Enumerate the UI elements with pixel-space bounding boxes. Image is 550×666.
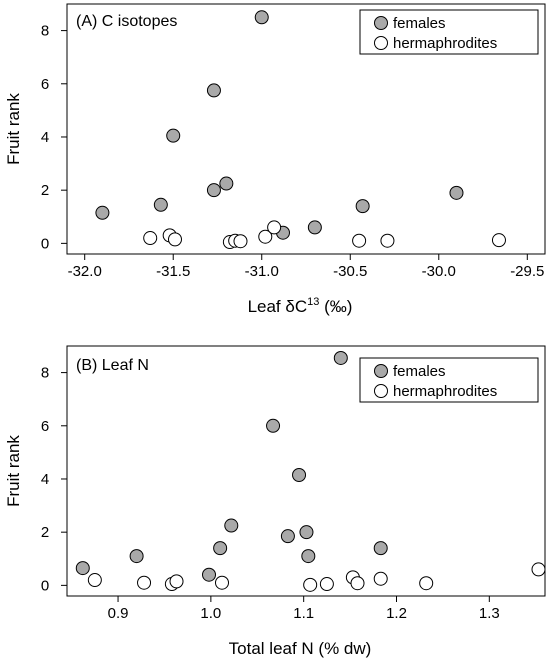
- x-tick-label: -32.0: [68, 263, 102, 280]
- data-point-females: [307, 220, 322, 235]
- data-point-hermaphrodites: [380, 233, 395, 248]
- x-ticks: -32.0 -31.5 -31.0 -30.5 -30.0 -29.5: [68, 254, 544, 280]
- legend: females hermaphrodites: [359, 357, 539, 403]
- data-point-females: [301, 549, 316, 564]
- data-point-females: [153, 197, 168, 212]
- y-axis-label: Fruit rank: [4, 435, 23, 507]
- data-point-hermaphrodites: [531, 562, 546, 577]
- data-point-females: [292, 467, 307, 482]
- data-point-females: [449, 185, 464, 200]
- legend: females hermaphrodites: [359, 9, 539, 55]
- x-axis-label: Leaf δC13 (‰): [248, 296, 353, 316]
- data-point-females: [75, 561, 90, 576]
- legend-label-females: females: [393, 363, 446, 380]
- data-point-hermaphrodites: [215, 575, 230, 590]
- data-point-females: [202, 567, 217, 582]
- y-ticks: 0 2 4 6 8: [41, 23, 67, 252]
- legend-label-hermaphrodites: hermaphrodites: [393, 35, 497, 52]
- x-tick-label: -31.5: [156, 263, 190, 280]
- panel-label: (B) Leaf N: [76, 357, 149, 374]
- data-point-females: [213, 541, 228, 556]
- data-point-females: [224, 518, 239, 533]
- panel-a-chart: (A) C isotopes -32.0 -31.5 -31.0 -30.5 -30.0…: [4, 3, 546, 316]
- data-point-hermaphrodites: [87, 573, 102, 588]
- plot-frame: [66, 3, 546, 255]
- y-tick-label: 6: [41, 418, 49, 435]
- data-point-hermaphrodites: [373, 571, 388, 586]
- legend-marker-hermaphrodites: [374, 36, 388, 50]
- data-point-females: [206, 83, 221, 98]
- data-point-females: [129, 549, 144, 564]
- data-point-females: [299, 525, 314, 540]
- y-tick-label: 8: [41, 23, 49, 40]
- data-point-females: [166, 128, 181, 143]
- legend-marker-hermaphrodites: [374, 384, 388, 398]
- x-tick-label: 1.1: [293, 605, 314, 622]
- data-point-hermaphrodites: [350, 576, 365, 591]
- y-tick-label: 2: [41, 182, 49, 199]
- points-layer: [95, 10, 506, 250]
- data-point-hermaphrodites: [419, 576, 434, 591]
- data-point-hermaphrodites: [169, 574, 184, 589]
- data-point-females: [266, 418, 281, 433]
- legend-box: [359, 9, 539, 55]
- data-point-hermaphrodites: [233, 234, 248, 249]
- x-tick-label: 1.0: [200, 605, 221, 622]
- data-point-hermaphrodites: [303, 577, 318, 592]
- data-point-hermaphrodites: [267, 220, 282, 235]
- legend-label-females: females: [393, 15, 446, 32]
- plot-frame: [66, 345, 546, 597]
- y-tick-label: 4: [41, 129, 49, 146]
- y-tick-label: 0: [41, 235, 49, 252]
- data-point-females: [95, 205, 110, 220]
- x-tick-label: -30.0: [422, 263, 456, 280]
- legend-marker-females: [374, 364, 388, 378]
- data-point-females: [206, 183, 221, 198]
- x-tick-label: 1.3: [479, 605, 500, 622]
- x-tick-label: 0.9: [108, 605, 129, 622]
- panel-label: (A) C isotopes: [76, 13, 177, 30]
- x-axis-label: Total leaf N (% dw): [229, 639, 372, 658]
- y-tick-label: 4: [41, 471, 49, 488]
- legend-label-hermaphrodites: hermaphrodites: [393, 383, 497, 400]
- x-tick-label: -29.5: [510, 263, 544, 280]
- legend-marker-females: [374, 16, 388, 30]
- data-point-hermaphrodites: [352, 233, 367, 248]
- data-point-females: [280, 529, 295, 544]
- x-ticks: 0.9 1.0 1.1 1.2 1.3: [108, 596, 500, 622]
- y-tick-label: 0: [41, 577, 49, 594]
- data-point-hermaphrodites: [258, 229, 273, 244]
- x-tick-label: -30.5: [333, 263, 367, 280]
- data-point-females: [373, 541, 388, 556]
- data-point-females: [333, 350, 348, 365]
- y-axis-label: Fruit rank: [4, 93, 23, 165]
- data-point-hermaphrodites: [319, 577, 334, 592]
- data-point-hermaphrodites: [137, 575, 152, 590]
- y-ticks: 0 2 4 6 8: [41, 365, 67, 594]
- y-tick-label: 2: [41, 524, 49, 541]
- data-point-hermaphrodites: [143, 231, 158, 246]
- data-point-hermaphrodites: [491, 233, 506, 248]
- data-point-females: [355, 199, 370, 214]
- panel-b-chart: (B) Leaf N 0.9 1.0 1.1 1.2 1.3 0 2 4 6 8 females…: [4, 345, 546, 658]
- points-layer: [75, 350, 546, 592]
- legend-box: [359, 357, 539, 403]
- data-point-females: [254, 10, 269, 25]
- data-point-females: [219, 176, 234, 191]
- y-tick-label: 6: [41, 76, 49, 93]
- data-point-hermaphrodites: [167, 232, 182, 247]
- x-tick-label: 1.2: [386, 605, 407, 622]
- y-tick-label: 8: [41, 365, 49, 382]
- x-tick-label: -31.0: [245, 263, 279, 280]
